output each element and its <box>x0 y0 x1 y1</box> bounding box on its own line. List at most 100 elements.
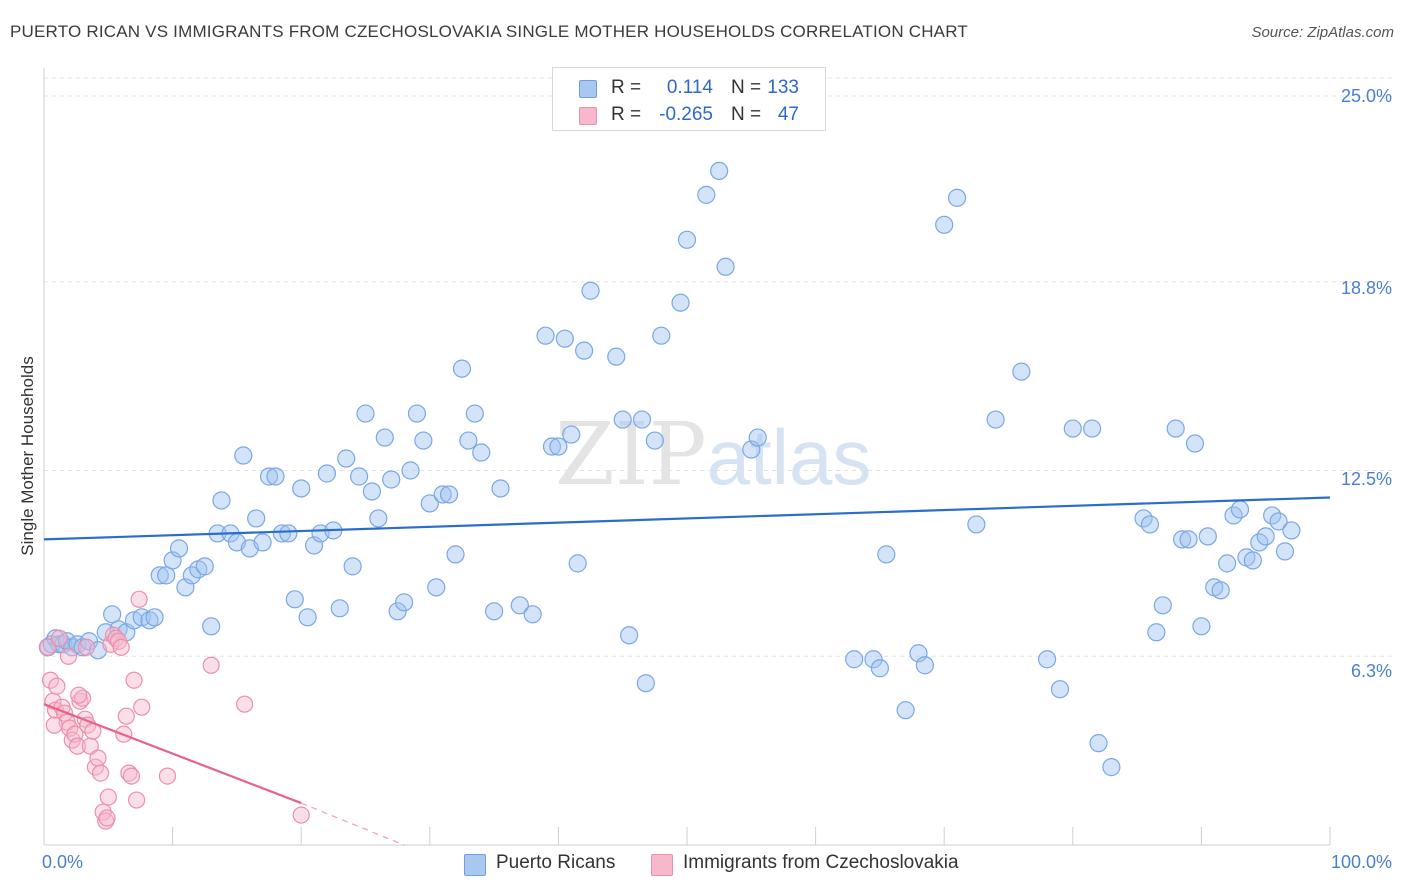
point-puerto-ricans <box>568 554 587 573</box>
point-puerto-ricans <box>581 281 600 300</box>
point-puerto-ricans <box>1173 530 1192 549</box>
correlation-legend: R = 0.114 N = 133 R = -0.265 N = 47 <box>552 67 826 131</box>
point-czechoslovakia <box>122 767 141 785</box>
point-puerto-ricans <box>1012 362 1031 381</box>
point-puerto-ricans <box>607 347 626 366</box>
point-puerto-ricans <box>652 326 671 345</box>
legend-n-label: N = <box>731 77 762 98</box>
point-puerto-ricans <box>212 491 231 510</box>
x-tick-label-100: 100.0% <box>1330 852 1392 872</box>
legend-r-label: R = <box>611 77 642 98</box>
point-puerto-ricans <box>259 467 279 486</box>
chart-title: PUERTO RICAN VS IMMIGRANTS FROM CZECHOSL… <box>10 22 968 41</box>
point-puerto-ricans <box>439 485 459 504</box>
point-puerto-ricans <box>407 404 427 423</box>
point-puerto-ricans <box>247 509 266 528</box>
point-puerto-ricans <box>202 617 221 636</box>
point-puerto-ricans <box>1192 617 1211 636</box>
point-puerto-ricans <box>317 464 337 483</box>
legend-swatch-czechoslovakia <box>651 854 673 876</box>
point-puerto-ricans <box>613 410 632 429</box>
point-puerto-ricans <box>337 449 356 468</box>
point-puerto-ricans <box>68 635 87 654</box>
point-puerto-ricans <box>864 650 883 669</box>
point-puerto-ricans <box>272 524 292 543</box>
point-puerto-ricans <box>632 410 652 429</box>
point-puerto-ricans <box>1089 734 1108 753</box>
point-puerto-ricans <box>620 626 639 645</box>
point-czechoslovakia <box>89 749 107 767</box>
y-tick-label-18-8: 18.8% <box>1340 278 1392 298</box>
point-czechoslovakia <box>59 647 78 665</box>
point-puerto-ricans <box>542 437 562 456</box>
point-puerto-ricans <box>645 431 664 450</box>
point-czechoslovakia <box>125 671 143 689</box>
y-tick-label-25: 25.0% <box>1340 86 1392 106</box>
axes <box>43 68 1331 846</box>
point-puerto-ricans <box>1185 434 1205 453</box>
point-puerto-ricans <box>1218 554 1237 573</box>
point-czechoslovakia <box>133 698 151 716</box>
point-puerto-ricans <box>1147 623 1166 642</box>
point-puerto-ricans <box>279 524 298 543</box>
point-puerto-ricans <box>1282 521 1301 540</box>
point-puerto-ricans <box>896 701 915 720</box>
point-puerto-ricans <box>1198 527 1217 546</box>
point-czechoslovakia <box>120 764 138 782</box>
point-puerto-ricans <box>266 467 285 486</box>
point-puerto-ricans <box>420 494 439 513</box>
series-legend: Puerto Ricans Immigrants from Czechoslov… <box>0 852 1406 878</box>
point-czechoslovakia <box>71 692 89 710</box>
source-label: Source: ZipAtlas.com <box>1251 24 1394 41</box>
point-puerto-ricans <box>401 461 420 480</box>
point-puerto-ricans <box>671 293 690 312</box>
legend-n-label: N = <box>731 104 762 125</box>
point-puerto-ricans <box>63 638 82 657</box>
point-puerto-ricans <box>1275 542 1295 561</box>
point-czechoslovakia <box>91 764 110 782</box>
point-puerto-ricans <box>103 605 122 624</box>
legend-swatch-pink <box>579 107 597 125</box>
point-czechoslovakia <box>48 677 66 695</box>
point-puerto-ricans <box>1102 758 1121 777</box>
legend-swatch-puerto-ricans <box>464 854 486 876</box>
point-czechoslovakia <box>68 737 87 755</box>
legend-label-czechoslovakia: Immigrants from Czechoslovakia <box>683 852 959 873</box>
point-czechoslovakia <box>70 686 88 704</box>
point-puerto-ricans <box>1269 512 1288 531</box>
point-czechoslovakia <box>45 716 63 734</box>
point-puerto-ricans <box>877 545 896 564</box>
point-puerto-ricans <box>677 230 697 249</box>
trend-line-czechoslovakia-extension <box>300 802 405 846</box>
point-puerto-ricans <box>710 161 729 180</box>
point-puerto-ricans <box>234 446 253 465</box>
point-puerto-ricans <box>1063 419 1082 438</box>
point-puerto-ricans <box>748 428 767 447</box>
point-czechoslovakia <box>158 767 177 785</box>
point-puerto-ricans <box>697 185 716 204</box>
legend-r-value: -0.265 <box>659 104 713 125</box>
legend-n-value: 133 <box>767 77 799 98</box>
point-puerto-ricans <box>562 425 581 444</box>
point-czechoslovakia <box>112 638 130 656</box>
point-puerto-ricans <box>343 557 362 576</box>
legend-r-label: R = <box>611 104 642 125</box>
point-puerto-ricans <box>356 404 375 423</box>
point-puerto-ricans <box>369 509 388 528</box>
series-czechoslovakia <box>39 590 310 830</box>
point-puerto-ricans <box>636 674 655 693</box>
point-puerto-ricans <box>452 359 472 378</box>
point-puerto-ricans <box>1179 530 1198 549</box>
point-puerto-ricans <box>1082 419 1102 438</box>
point-puerto-ricans <box>1166 419 1185 438</box>
point-czechoslovakia <box>292 806 310 824</box>
point-puerto-ricans <box>362 482 382 501</box>
point-czechoslovakia <box>127 791 146 809</box>
point-puerto-ricans <box>349 467 369 486</box>
point-puerto-ricans <box>414 431 433 450</box>
point-puerto-ricans <box>845 650 864 669</box>
trend-lines <box>43 496 1331 846</box>
point-czechoslovakia <box>99 788 117 806</box>
point-puerto-ricans <box>157 566 176 585</box>
point-czechoslovakia <box>41 671 60 689</box>
